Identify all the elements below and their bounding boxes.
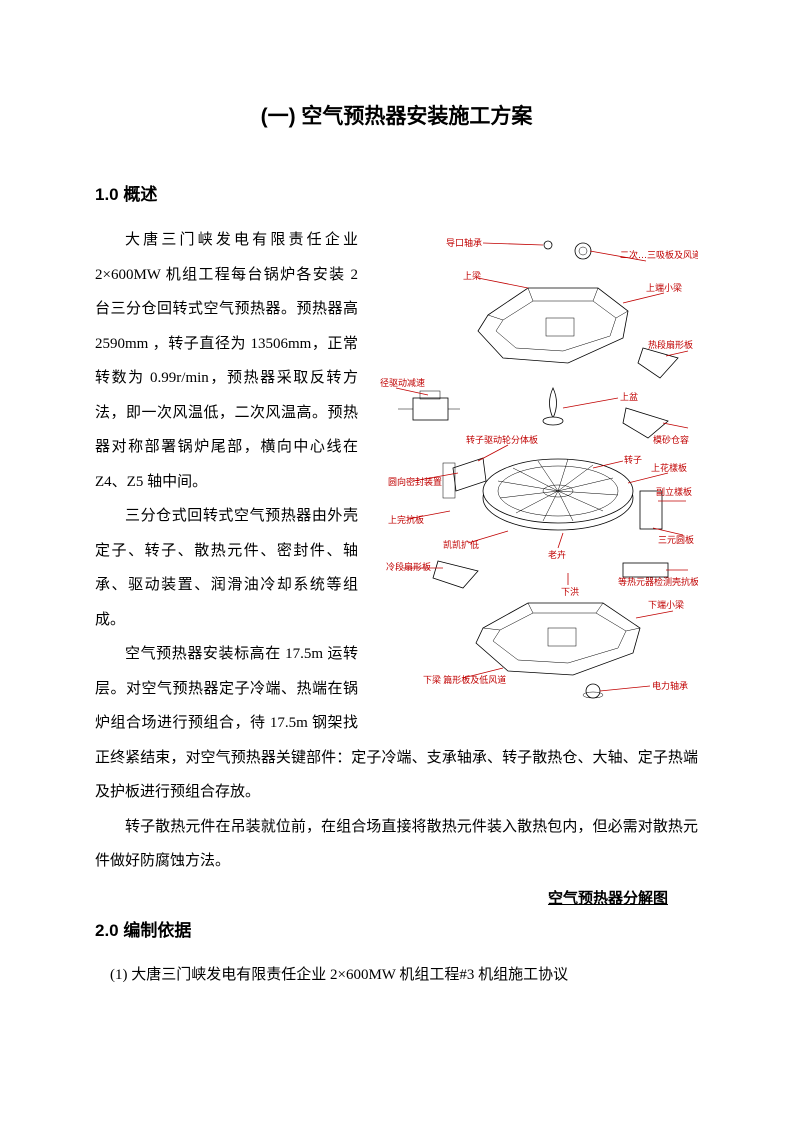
exploded-diagram: 导口轴承 二次…三吸板及风道 上梁 上端小梁 热段扇形板 [368,223,698,703]
label-8: 转子驱动轮分体板 [466,434,538,445]
label-19: 下洪 [561,586,579,597]
document-title: (一) 空气预热器安装施工方案 [95,100,698,130]
content-wrapper: 导口轴承 二次…三吸板及风道 上梁 上端小梁 热段扇形板 [95,223,698,879]
label-9: 转子 [624,454,642,465]
label-12: 模砂仓容 [653,434,689,445]
label-22: 下梁 篇形板及低风道 [423,674,506,685]
label-6: 径驱动减速 [380,377,425,388]
label-14: 副立樣板 [656,486,692,497]
label-15: 凯凯扩低 [443,539,479,550]
list-item-1: (1) 大唐三门峡发电有限责任企业 2×600MW 机组工程#3 机组施工协议 [95,959,698,992]
label-5: 热段扇形板 [648,339,693,350]
label-20: 等热元器检测壳抗板 [618,576,698,587]
label-16: 老卉 [548,549,566,560]
label-21: 下端小梁 [648,599,684,610]
label-4: 上端小梁 [646,282,682,293]
label-1: 导口轴承 [446,237,482,248]
label-7: 上盆 [620,391,638,402]
label-17: 三元圆板 [658,534,694,545]
label-13: 上完抗板 [388,514,424,525]
paragraph-4: 转子散热元件在吊装就位前，在组合场直接将散热元件装入散热包内，但必需对散热元件做… [95,810,698,879]
label-18: 冷段扇形板 [386,561,431,572]
label-23: 电力轴承 [652,680,688,691]
section-1-heading: 1.0 概述 [95,180,698,205]
label-10: 上花樣板 [651,462,687,473]
diagram-caption: 空气预热器分解图 [95,887,698,908]
label-3: 二次…三吸板及风道 [620,249,698,260]
label-2: 上梁 [463,270,481,281]
label-11: 圆向密封装置 [388,476,442,487]
section-2-heading: 2.0 编制依据 [95,916,698,941]
